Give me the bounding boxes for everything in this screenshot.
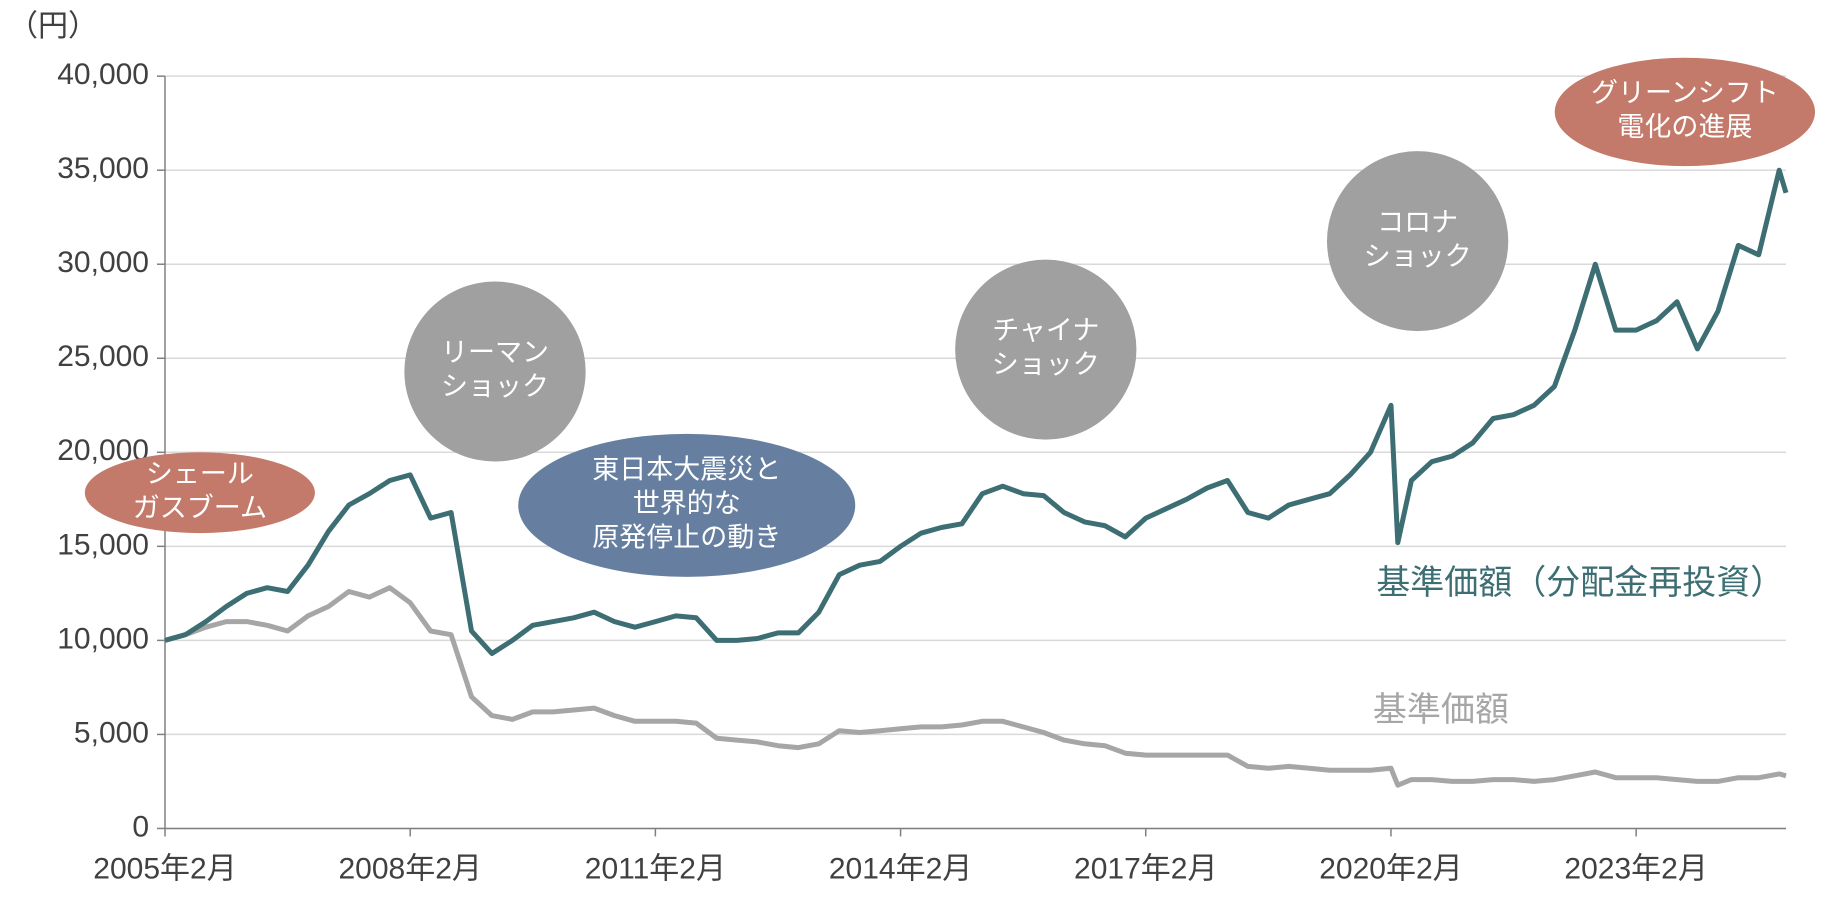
- annotation-text: リーマン: [441, 338, 549, 368]
- y-tick-label: 5,000: [74, 716, 149, 749]
- annotation-text: ショック: [441, 372, 549, 402]
- annotation-text: ショック: [1364, 241, 1472, 271]
- annotation-bubble: [1326, 151, 1509, 332]
- annotation-bubble: [84, 452, 315, 534]
- x-tick-label: 2005年2月: [93, 852, 236, 885]
- annotation-text: 原発停止の動き: [592, 523, 781, 553]
- y-tick-label: 35,000: [57, 152, 149, 185]
- y-unit: （円）: [8, 10, 98, 43]
- annotation-text: ガスブーム: [133, 493, 267, 523]
- x-tick-label: 2011年2月: [585, 852, 726, 885]
- annotation-text: チャイナ: [992, 316, 1099, 346]
- annotation-text: 世界的な: [633, 489, 741, 519]
- x-tick-label: 2020年2月: [1319, 852, 1462, 885]
- annotation-bubble: [955, 259, 1137, 440]
- x-tick-label: 2008年2月: [338, 852, 481, 885]
- x-tick-label: 2023年2月: [1564, 852, 1707, 885]
- annotation-text: 電化の進展: [1617, 112, 1752, 142]
- y-tick-label: 0: [132, 810, 149, 843]
- x-tick-label: 2017年2月: [1074, 852, 1217, 885]
- y-tick-label: 10,000: [57, 622, 149, 655]
- x-tick-label: 2014年2月: [829, 852, 972, 885]
- annotation-bubble: [518, 433, 856, 577]
- annotation-text: シェール: [146, 459, 254, 489]
- annotation-bubble: [1554, 57, 1816, 167]
- annotation-text: 東日本大震災と: [592, 455, 781, 485]
- y-tick-label: 30,000: [57, 246, 149, 279]
- series-label: 基準価額: [1373, 691, 1509, 729]
- y-tick-label: 15,000: [57, 528, 149, 561]
- annotation-bubble: [404, 281, 586, 462]
- series-line: [164, 585, 1787, 788]
- annotation-text: コロナ: [1377, 207, 1458, 237]
- series-label: 基準価額（分配金再投資）: [1376, 564, 1784, 602]
- annotation-text: グリーンシフト: [1591, 78, 1779, 108]
- y-tick-label: 25,000: [57, 340, 149, 373]
- y-tick-label: 40,000: [57, 58, 149, 91]
- annotation-text: ショック: [992, 350, 1100, 380]
- series-line: [164, 167, 1789, 656]
